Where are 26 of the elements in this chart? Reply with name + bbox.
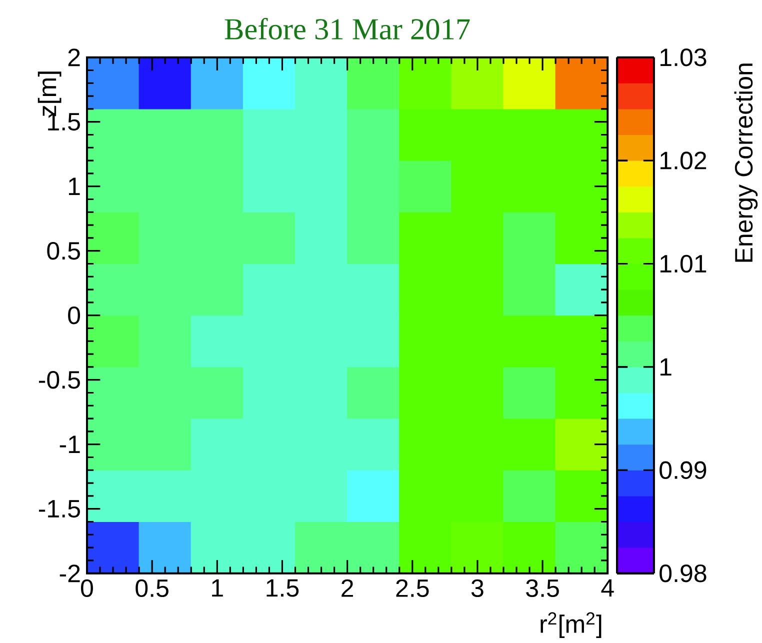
y-tick-label: 0.5 [47, 242, 80, 260]
y-tick-label: -2 [60, 564, 80, 582]
y-tick-label: 1 [68, 178, 80, 196]
x-tick-label: 1.5 [266, 580, 299, 598]
y-tick-label: 0 [68, 306, 80, 324]
x-tick-label: 3.5 [526, 580, 559, 598]
x-tick-label: 1 [212, 580, 223, 597]
x-tick-label: 2.5 [396, 580, 429, 598]
x-tick-label: 0.5 [136, 580, 168, 598]
y-tick-label: -1 [60, 436, 80, 454]
color-bar-label: 0.99 [660, 461, 706, 480]
y-tick-label: -1.5 [38, 500, 80, 518]
color-bar-label: 1.01 [660, 255, 706, 273]
y-tick-label: -0.5 [38, 371, 80, 389]
x-tick-label: 2 [342, 580, 354, 598]
x-tick-label: 3 [471, 580, 484, 598]
x-axis-title: r$^{2}$[m$^{2}$] [540, 612, 602, 638]
y-tick-label: 2 [68, 48, 80, 66]
color-bar-label: 1 [660, 358, 672, 376]
color-bar-label: 0.98 [660, 564, 706, 582]
chart-title: Before 31 Mar 2017 [224, 18, 470, 40]
x-tick-label: 4 [601, 580, 614, 597]
color-bar-label: 1.03 [660, 48, 706, 66]
color-bar-title: Energy Correction [734, 64, 758, 262]
x-tick-label: 0 [81, 580, 93, 598]
color-bar-label: 1.02 [660, 152, 706, 170]
